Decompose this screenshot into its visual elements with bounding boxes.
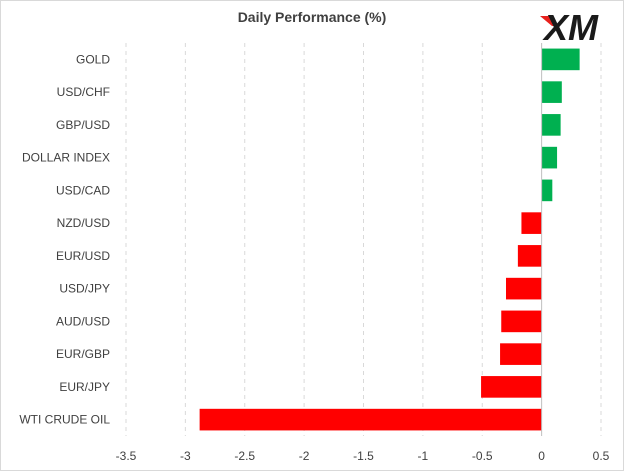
bar <box>500 343 542 365</box>
category-label: USD/CHF <box>57 85 110 99</box>
bar <box>517 245 542 267</box>
x-tick-label: -3.5 <box>116 449 137 463</box>
category-label: AUD/USD <box>56 314 110 328</box>
category-label: WTI CRUDE OIL <box>19 413 110 427</box>
category-label: GOLD <box>76 52 110 66</box>
x-tick-label: -2 <box>299 449 310 463</box>
category-label: EUR/USD <box>56 249 110 263</box>
bar <box>541 146 558 169</box>
bar <box>541 48 580 71</box>
x-tick-label: 0.5 <box>593 449 610 463</box>
bar <box>541 81 562 103</box>
x-tick-label: -1.5 <box>353 449 374 463</box>
xm-logo: XM <box>540 7 599 46</box>
bar <box>506 277 542 300</box>
category-label: GBP/USD <box>56 118 110 132</box>
category-label: USD/CAD <box>56 183 110 197</box>
category-label: EUR/GBP <box>56 347 110 361</box>
bar <box>199 408 542 431</box>
x-tick-label: -2.5 <box>234 449 255 463</box>
chart-title: Daily Performance (%) <box>237 9 387 25</box>
x-tick-label: 0 <box>538 449 545 463</box>
bar <box>541 179 553 202</box>
bar <box>521 212 542 234</box>
x-tick-label: -3 <box>180 449 191 463</box>
bar <box>501 310 542 333</box>
bar <box>481 376 542 398</box>
category-label: EUR/JPY <box>59 380 110 394</box>
category-label: DOLLAR INDEX <box>22 151 110 165</box>
logo-accent <box>540 16 558 26</box>
logo-text: XM <box>542 7 599 46</box>
bar <box>541 114 561 136</box>
x-tick-label: -1 <box>418 449 429 463</box>
category-label: NZD/USD <box>57 216 111 230</box>
category-label: USD/JPY <box>59 282 110 296</box>
x-tick-label: -0.5 <box>472 449 493 463</box>
